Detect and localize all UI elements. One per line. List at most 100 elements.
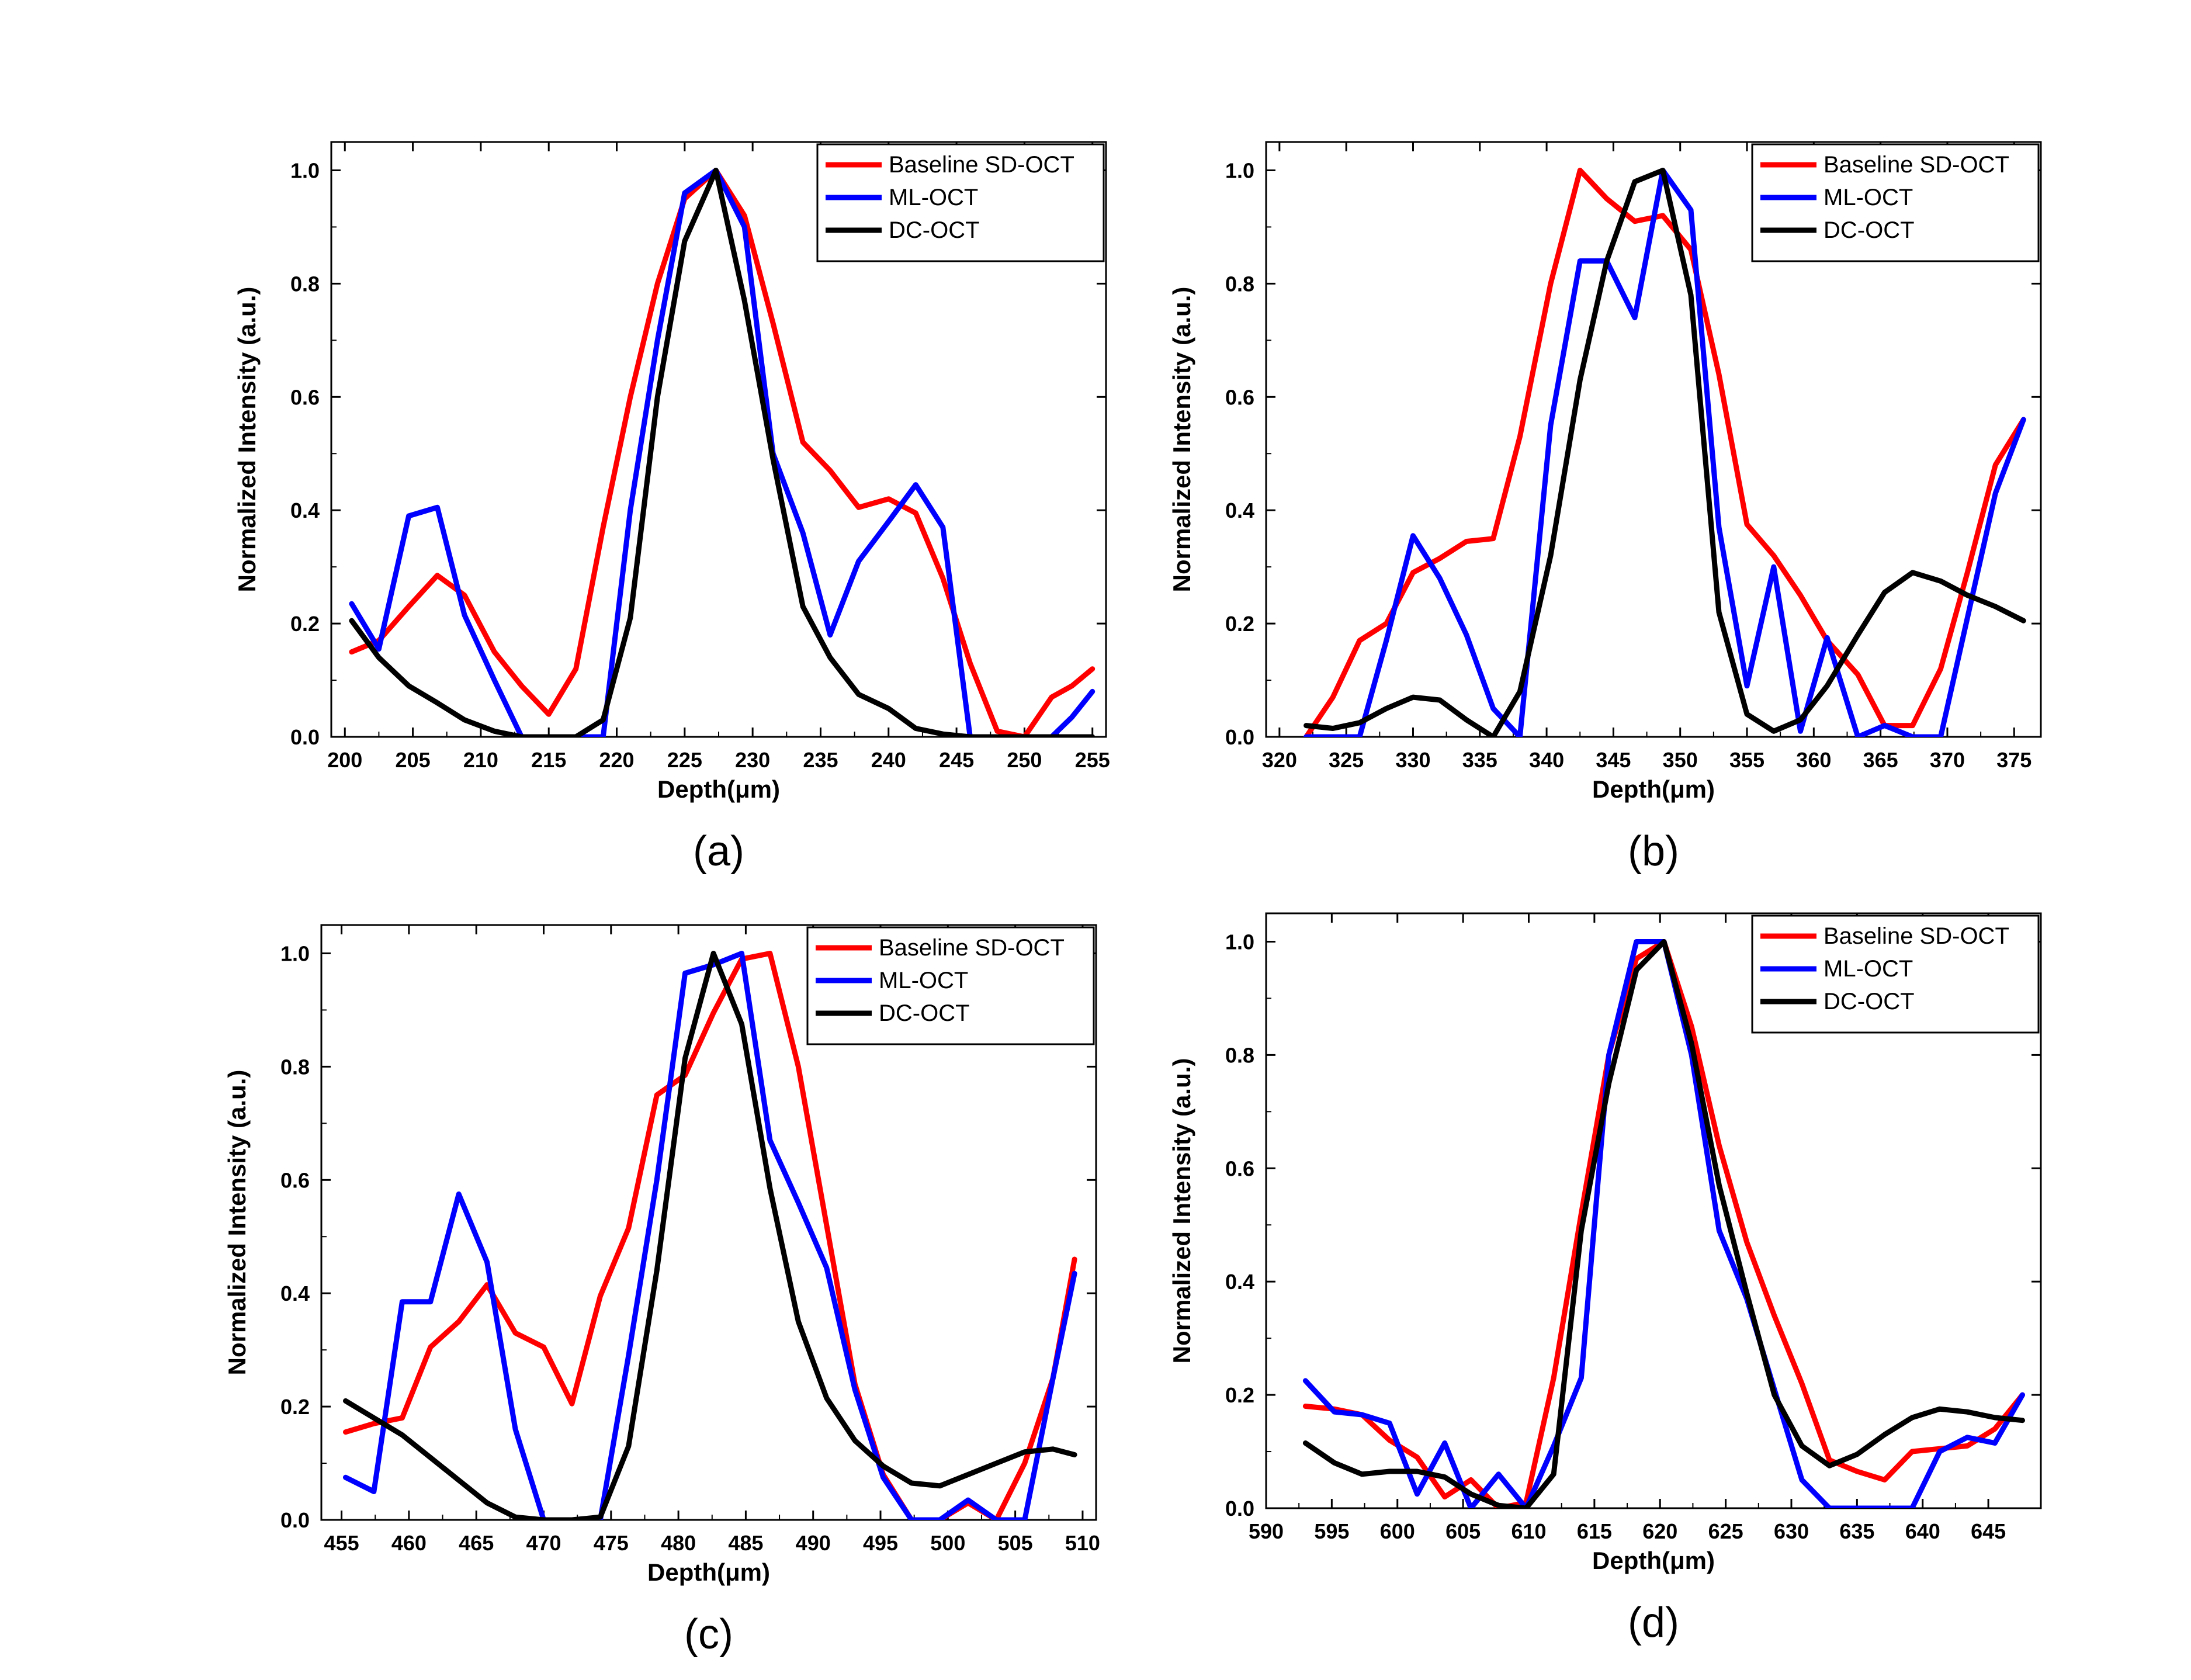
y-tick-label: 1.0	[1225, 158, 1254, 182]
y-tick-label: 0.0	[1225, 725, 1254, 749]
legend-entry: ML-OCT	[1823, 185, 1913, 210]
x-tick-label: 350	[1663, 748, 1698, 772]
panel-label: (b)	[1628, 828, 1679, 875]
series-line-dc-oct	[349, 168, 1096, 737]
legend-entry: ML-OCT	[889, 185, 978, 210]
x-axis-title: Depth(μm)	[1592, 775, 1715, 803]
y-tick-label: 0.8	[1225, 272, 1254, 296]
plot-frame	[320, 924, 1097, 1521]
x-tick-label: 255	[1075, 748, 1110, 772]
panel-c: 455 460 465 470 475 480 485 490 495 500 505 510 0.0 0…	[223, 924, 1100, 1658]
series-group	[349, 168, 1096, 737]
x-tick-label: 320	[1262, 748, 1297, 772]
x-axis-title: Depth(μm)	[1592, 1547, 1715, 1574]
y-tick-label: 0.6	[280, 1168, 310, 1192]
x-tick-label: 615	[1577, 1519, 1612, 1543]
series-line-ml-oct	[343, 951, 1077, 1520]
x-tick-label: 230	[735, 748, 770, 772]
legend: Baseline SD-OCT ML-OCT DC-OCT	[1751, 915, 2040, 1034]
y-tick-label: 0.2	[280, 1395, 310, 1419]
x-tick-label: 355	[1729, 748, 1764, 772]
legend: Baseline SD-OCT ML-OCT DC-OCT	[1751, 143, 2040, 262]
x-tick-label: 335	[1462, 748, 1497, 772]
legend-entry: ML-OCT	[879, 968, 968, 993]
x-tick-label: 480	[661, 1531, 696, 1555]
y-tick-label: 0.8	[280, 1055, 310, 1079]
y-tick-label: 0.4	[280, 1281, 310, 1305]
y-tick-label: 1.0	[280, 941, 310, 965]
x-tick-label: 375	[1996, 748, 2031, 772]
series-line-baseline-sd-oct	[1303, 168, 2026, 737]
x-tick-label: 240	[871, 748, 906, 772]
x-tick-label: 345	[1596, 748, 1631, 772]
y-tick-label: 0.2	[290, 612, 320, 636]
y-tick-label: 0.6	[1225, 385, 1254, 409]
plot-frame	[1265, 912, 2042, 1509]
y-axis-title: Normalized Intensity (a.u.)	[223, 1070, 251, 1376]
x-tick-label: 595	[1314, 1519, 1349, 1543]
series-line-dc-oct	[343, 951, 1077, 1520]
legend-entry: Baseline SD-OCT	[1823, 152, 2009, 178]
y-tick-label: 0.0	[1225, 1497, 1254, 1520]
y-axis-title: Normalized Intensity (a.u.)	[1168, 1058, 1195, 1364]
y-tick-label: 0.4	[1225, 498, 1254, 522]
series-line-dc-oct	[1303, 168, 2026, 737]
legend: Baseline SD-OCT ML-OCT DC-OCT	[806, 926, 1095, 1045]
series-line-ml-oct	[349, 168, 1096, 737]
x-tick-label: 205	[396, 748, 431, 772]
panel-label: (c)	[684, 1611, 733, 1658]
panel-a: 200 205 210 215 220 225 230 235 240 245 250 255 0.0 0…	[233, 141, 1110, 875]
x-tick-label: 630	[1774, 1519, 1809, 1543]
x-tick-label: 250	[1007, 748, 1042, 772]
x-axis-title: Depth(μm)	[647, 1558, 770, 1586]
legend-entry: DC-OCT	[1823, 217, 1915, 243]
series-line-dc-oct	[1302, 939, 2025, 1508]
x-tick-label: 210	[463, 748, 498, 772]
y-tick-label: 0.4	[290, 498, 320, 522]
x-tick-label: 225	[667, 748, 702, 772]
x-tick-label: 610	[1511, 1519, 1546, 1543]
y-tick-label: 1.0	[290, 158, 320, 182]
x-tick-label: 485	[728, 1531, 763, 1555]
x-tick-label: 215	[531, 748, 566, 772]
x-tick-label: 495	[863, 1531, 898, 1555]
plot-frame	[1265, 141, 2042, 738]
x-tick-label: 465	[459, 1531, 494, 1555]
y-tick-label: 0.2	[1225, 612, 1254, 636]
y-tick-label: 1.0	[1225, 930, 1254, 954]
x-tick-label: 640	[1905, 1519, 1940, 1543]
y-axis-title: Normalized Intensity (a.u.)	[1168, 287, 1195, 593]
x-tick-label: 325	[1329, 748, 1364, 772]
legend: Baseline SD-OCT ML-OCT DC-OCT	[816, 143, 1105, 262]
x-tick-label: 365	[1863, 748, 1898, 772]
series-group	[1303, 168, 2026, 737]
x-tick-label: 605	[1445, 1519, 1481, 1543]
x-tick-label: 360	[1796, 748, 1831, 772]
legend-entry: DC-OCT	[1823, 989, 1915, 1014]
x-tick-label: 220	[599, 748, 634, 772]
legend-entry: ML-OCT	[1823, 956, 1913, 982]
y-tick-label: 0.6	[290, 385, 320, 409]
x-tick-label: 340	[1529, 748, 1564, 772]
x-tick-label: 235	[803, 748, 838, 772]
x-tick-label: 330	[1395, 748, 1430, 772]
y-tick-label: 0.8	[1225, 1043, 1254, 1067]
x-tick-label: 620	[1642, 1519, 1677, 1543]
panel-b: 320 325 330 335 340 345 350 355 360 365 370 375 0.0 0…	[1168, 141, 2042, 875]
x-tick-label: 635	[1839, 1519, 1874, 1543]
x-tick-label: 470	[526, 1531, 561, 1555]
y-tick-label: 0.8	[290, 272, 320, 296]
legend-entry: DC-OCT	[879, 1000, 970, 1026]
y-tick-label: 0.2	[1225, 1383, 1254, 1407]
y-tick-label: 0.4	[1225, 1270, 1254, 1294]
x-tick-label: 460	[391, 1531, 427, 1555]
x-tick-label: 490	[796, 1531, 831, 1555]
x-tick-label: 600	[1380, 1519, 1415, 1543]
x-tick-label: 370	[1930, 748, 1965, 772]
x-tick-label: 475	[594, 1531, 629, 1555]
x-tick-label: 500	[930, 1531, 965, 1555]
x-tick-label: 505	[998, 1531, 1033, 1555]
x-axis-title: Depth(μm)	[657, 775, 780, 803]
series-group	[1302, 939, 2025, 1508]
